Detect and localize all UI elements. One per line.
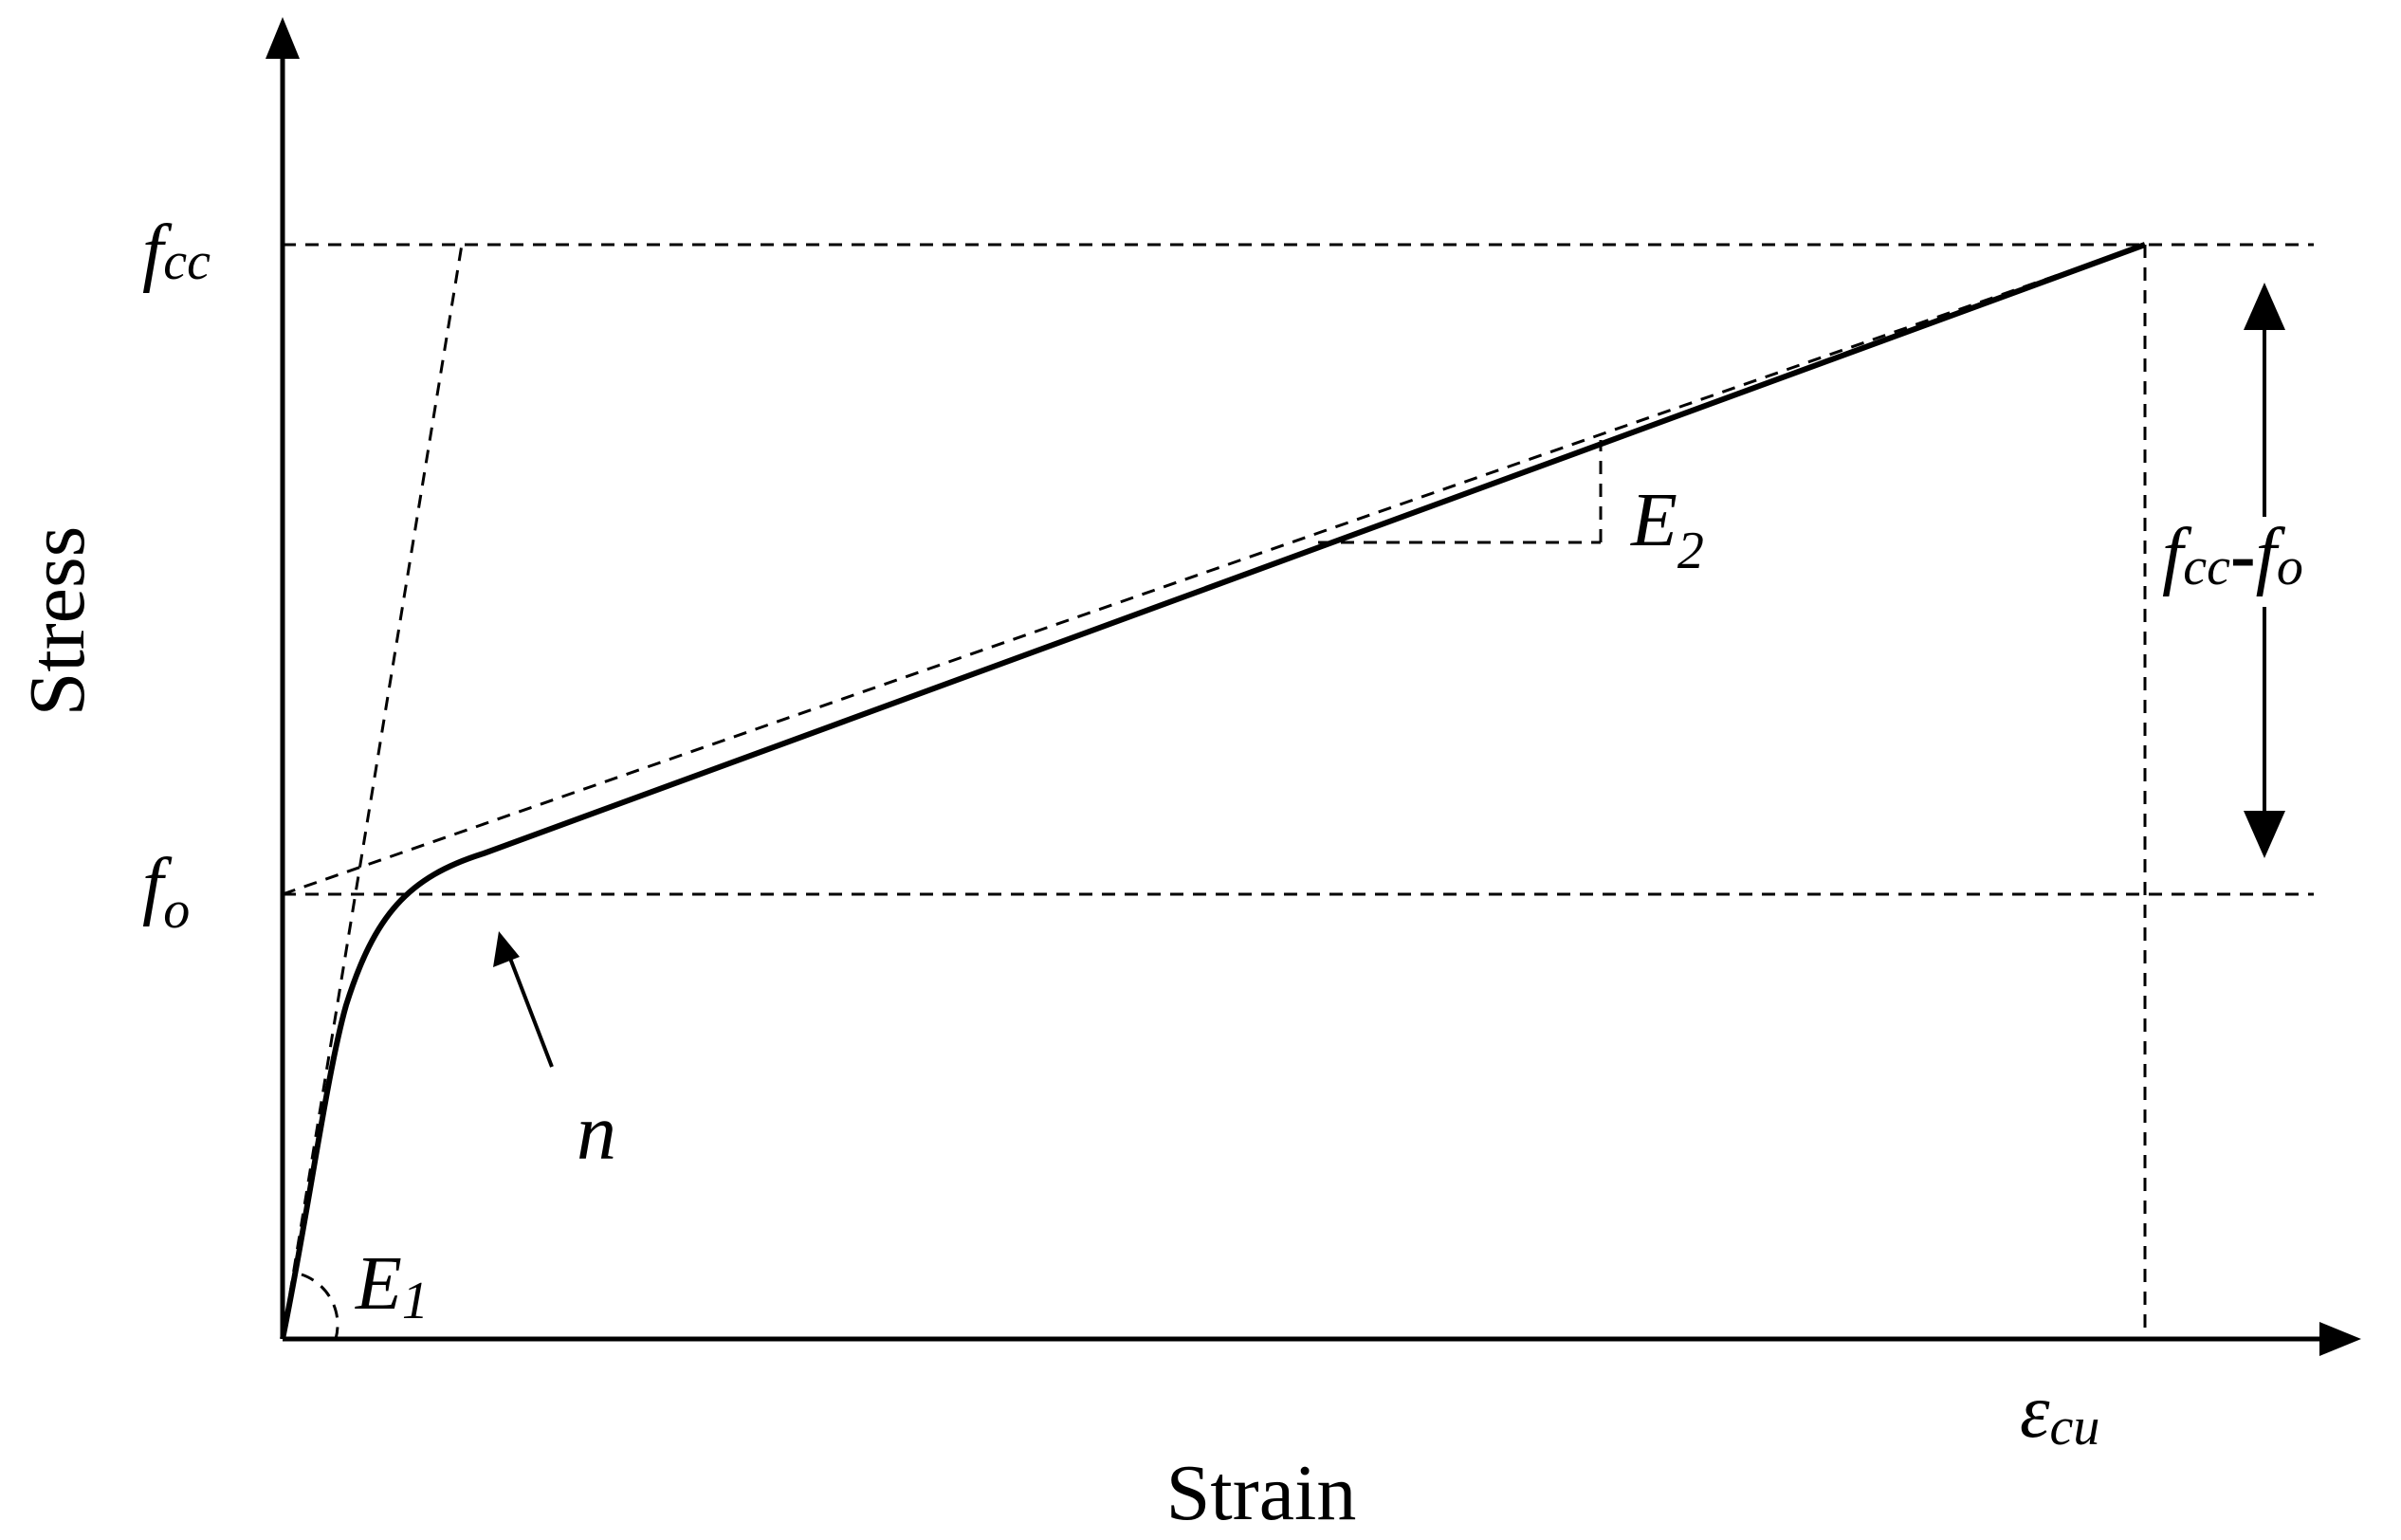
fcc-label-sub: cc (163, 232, 211, 291)
e2-label: E2 (1630, 479, 1704, 580)
e1-label: E1 (355, 1242, 429, 1330)
difference-b-sub: o (2277, 538, 2303, 596)
x-axis-arrowhead (2319, 1322, 2361, 1356)
difference-a-sub: cc (2183, 538, 2230, 596)
e2-label-sub: 2 (1677, 522, 1704, 580)
e2-tangent-dashed-line (282, 243, 2146, 896)
difference-arrowhead-up (2244, 283, 2285, 330)
e1-label-base: E (355, 1242, 402, 1326)
y-axis-arrowhead (266, 17, 300, 59)
fcc-label: fcc (142, 211, 211, 294)
y-axis-label: Stress (13, 526, 101, 717)
ecu-label-base: ε (2020, 1370, 2050, 1454)
n-label: n (577, 1089, 616, 1177)
ecu-label: εcu (2020, 1370, 2099, 1457)
e1-label-sub: 1 (402, 1272, 429, 1330)
difference-label: fcc-fo (2162, 514, 2303, 597)
e2-label-base: E (1630, 479, 1677, 562)
e1-angle-arc (301, 1273, 339, 1340)
n-pointer-arrow (503, 943, 554, 1068)
x-axis-label: Strain (1166, 1449, 1357, 1537)
difference-separator: - (2230, 514, 2256, 597)
fo-label: fo (142, 844, 190, 940)
fo-label-sub: o (163, 881, 190, 940)
difference-arrowhead-down (2244, 811, 2285, 858)
initial-tangent-dashed-line (281, 244, 464, 1340)
n-pointer-arrowhead (493, 931, 520, 967)
ecu-label-sub: cu (2050, 1398, 2100, 1457)
stress-strain-curve (280, 242, 2147, 1340)
